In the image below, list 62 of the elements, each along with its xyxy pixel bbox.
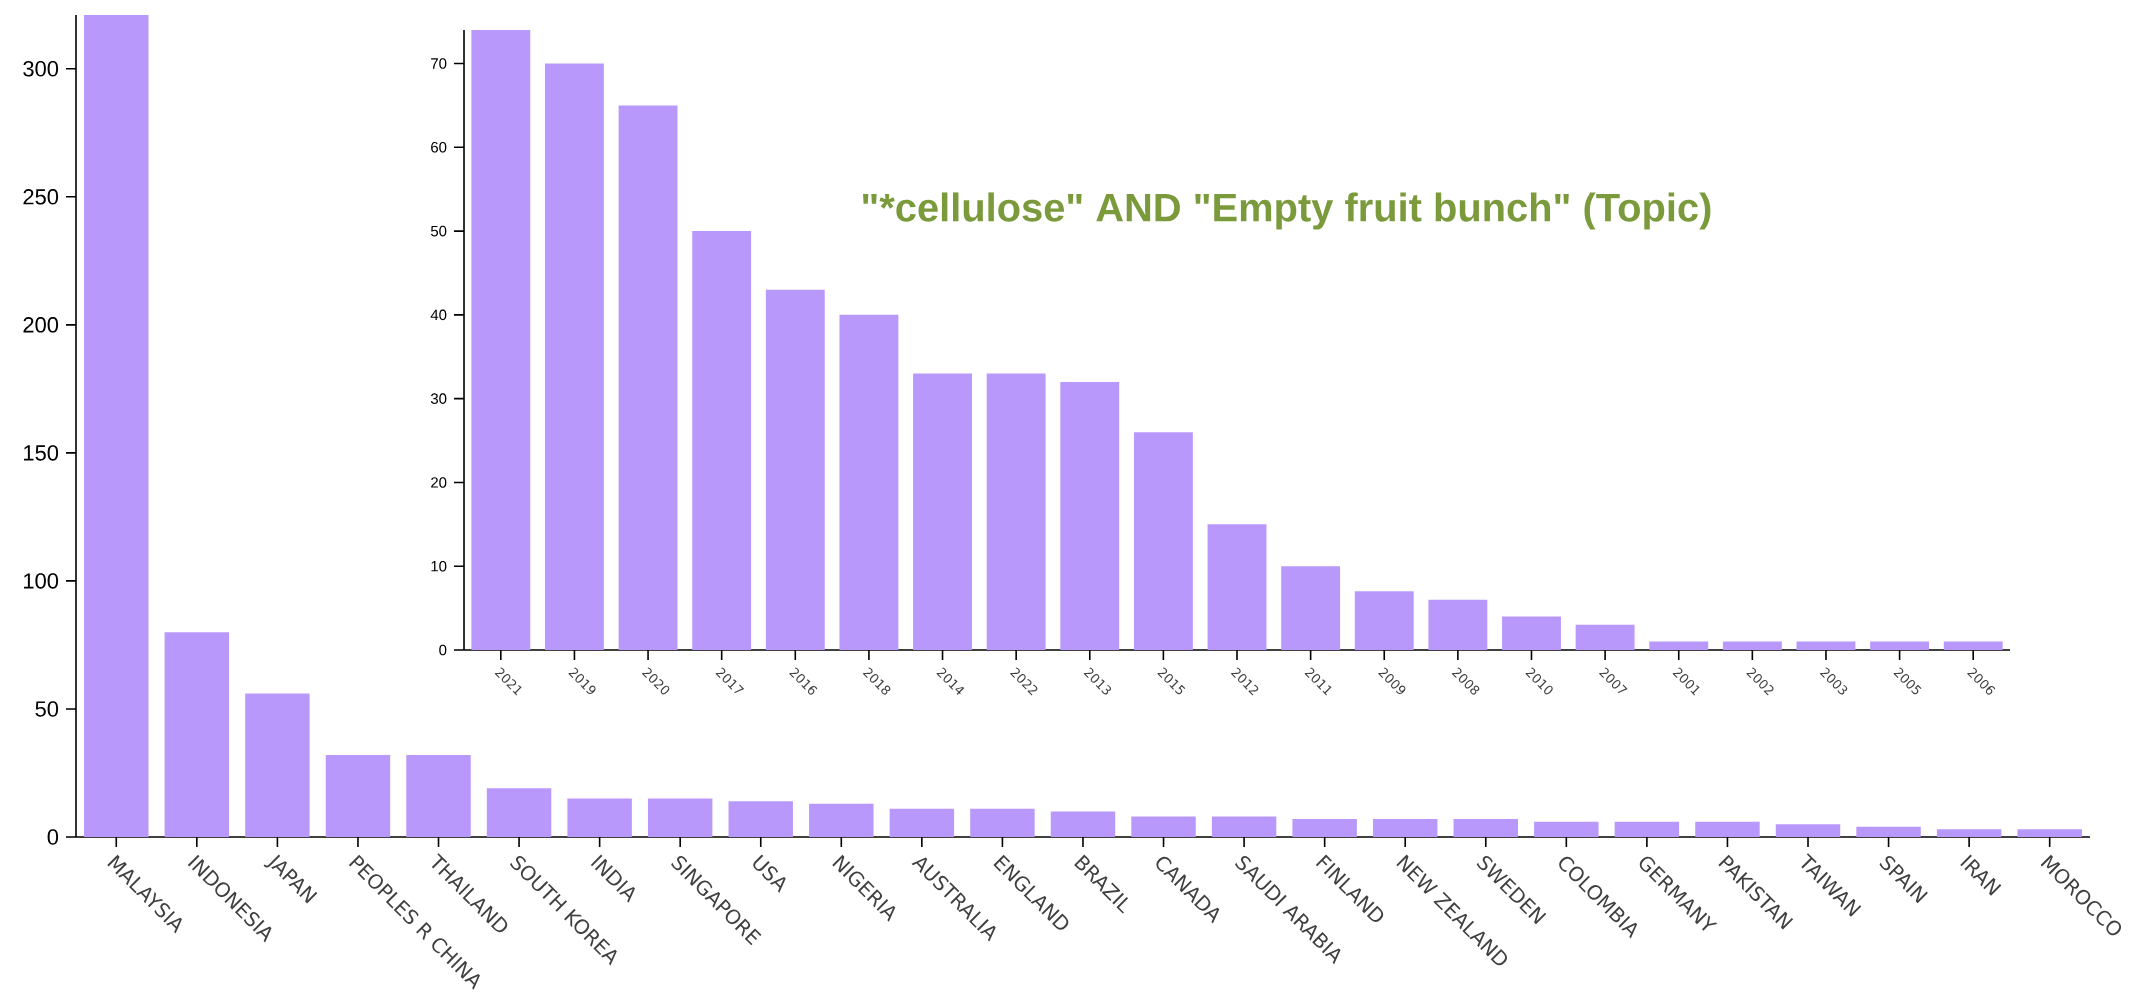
bar [1211, 816, 1277, 837]
bar [1943, 641, 2003, 650]
bar [647, 798, 713, 837]
bar [1050, 811, 1116, 837]
bar [1870, 641, 1930, 650]
bar [2017, 829, 2082, 837]
bar [1534, 821, 1599, 837]
bar [1575, 624, 1635, 650]
bar [765, 289, 825, 650]
bar [567, 798, 632, 837]
y-tick-label: 100 [24, 573, 59, 589]
bar [164, 632, 230, 837]
y-tick-label: 0 [47, 829, 59, 845]
bar [1207, 524, 1267, 650]
bar [839, 314, 899, 650]
bar [1695, 821, 1760, 837]
bar [544, 63, 604, 650]
y-tick-label: 300 [23, 61, 59, 77]
bar [1796, 641, 1856, 650]
bar [1281, 566, 1341, 650]
bar [1614, 821, 1680, 837]
bar [728, 801, 793, 837]
y-tick-label: 0 [439, 644, 447, 656]
bar [1372, 819, 1438, 837]
bar [1292, 819, 1357, 837]
y-tick-label: 30 [430, 393, 447, 404]
y-tick-label: 40 [430, 309, 447, 321]
bar [1060, 381, 1120, 650]
y-tick-label: 70 [431, 58, 447, 69]
bar [618, 105, 678, 650]
bar [913, 373, 972, 650]
bar [406, 755, 471, 837]
bar [1453, 819, 1518, 837]
bar [1722, 641, 1782, 650]
y-tick-label: 50 [35, 701, 59, 717]
bar [84, 14, 149, 837]
bar [692, 231, 752, 650]
bar [1856, 826, 1921, 837]
bar [245, 693, 310, 837]
y-tick-label: 60 [431, 142, 447, 153]
y-tick-label: 10 [431, 560, 447, 572]
bar [1775, 824, 1841, 837]
bar [1354, 591, 1414, 650]
bar [809, 803, 874, 837]
bar [1936, 829, 2002, 837]
bar [325, 755, 391, 837]
text: "*cellulose" AND "Empty fruit bunch" (Topic) [863, 192, 1711, 230]
y-tick-label: 200 [23, 317, 59, 333]
bar [889, 808, 955, 837]
bar [986, 373, 1046, 650]
bar [1428, 599, 1488, 650]
bar [970, 808, 1035, 837]
y-tick-label: 150 [24, 445, 59, 461]
y-tick-label: 50 [430, 225, 447, 237]
bar [471, 29, 531, 650]
bar [486, 788, 552, 837]
y-tick-label: 20 [431, 477, 447, 488]
bar [1131, 816, 1196, 837]
bar [1502, 616, 1561, 650]
bar [1133, 432, 1193, 650]
y-tick-label: 250 [23, 189, 59, 205]
bar [1649, 641, 1709, 650]
